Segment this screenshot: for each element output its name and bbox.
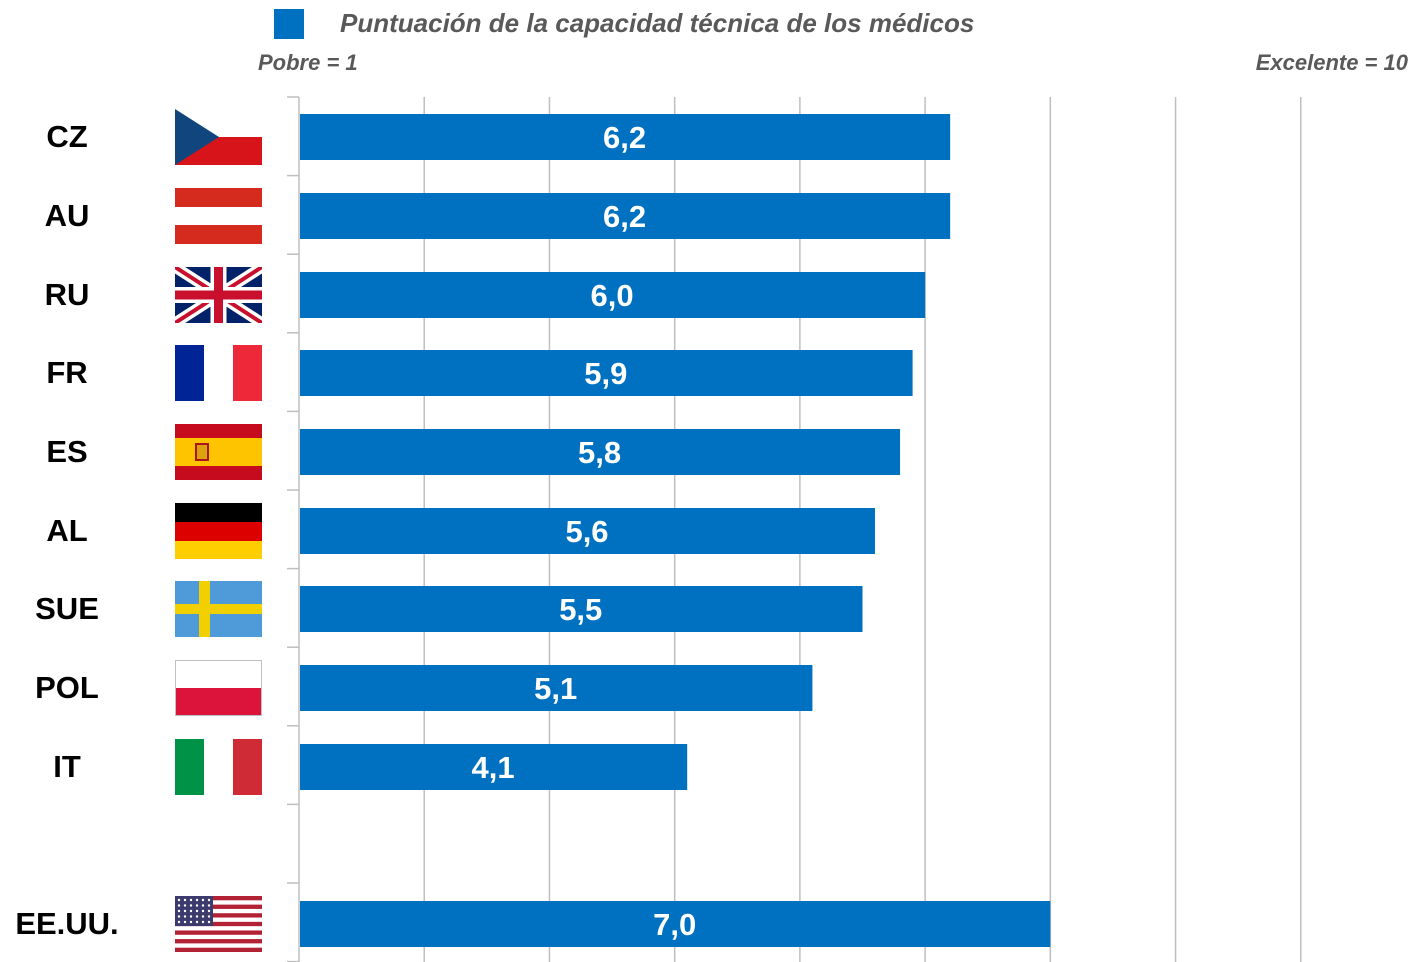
- bar: [300, 586, 863, 632]
- bar-value-label: 6,2: [603, 120, 646, 155]
- bar-value-label: 5,9: [584, 356, 627, 391]
- country-label: EE.UU.: [15, 906, 119, 941]
- country-label: SUE: [35, 591, 99, 626]
- bar-value-label: 7,0: [653, 907, 696, 942]
- bar: [300, 901, 1051, 947]
- bar-value-label: 5,5: [559, 592, 602, 627]
- bar: [300, 429, 901, 475]
- country-label: AL: [46, 513, 88, 548]
- country-label: POL: [35, 670, 99, 705]
- country-label: AU: [44, 198, 90, 233]
- bar-value-label: 6,2: [603, 199, 646, 234]
- bar: [300, 193, 951, 239]
- bar: [300, 744, 688, 790]
- france-flag: [175, 345, 262, 401]
- bar-value-label: 4,1: [472, 750, 515, 785]
- bar: [300, 350, 913, 396]
- legend-swatch: [274, 9, 304, 39]
- bar: [300, 508, 876, 554]
- austria-flag: [175, 188, 262, 244]
- czech-republic-flag: [175, 109, 262, 165]
- bar-value-label: 6,0: [591, 278, 634, 313]
- bars: [300, 114, 1051, 947]
- poland-flag: [175, 660, 262, 716]
- scale-min-label: Pobre = 1: [258, 50, 358, 75]
- country-label: IT: [53, 749, 81, 784]
- country-label: ES: [46, 434, 88, 469]
- bar: [300, 114, 951, 160]
- scale-max-label: Excelente = 10: [1255, 50, 1408, 75]
- category-axis: [287, 96, 300, 962]
- bar: [300, 665, 813, 711]
- germany-flag: [175, 503, 262, 559]
- sweden-flag: [175, 581, 262, 637]
- bar-value-label: 5,1: [534, 671, 577, 706]
- united-kingdom-flag: [175, 267, 262, 323]
- country-label: RU: [44, 277, 90, 312]
- italy-flag: [175, 739, 262, 795]
- bar-value-labels: 6,2 6,2 6,0 5,9 5,8 5,6 5,5 5,1 4,1 7,0: [472, 120, 697, 942]
- bar: [300, 272, 926, 318]
- bar-value-label: 5,6: [565, 514, 608, 549]
- legend-label: Puntuación de la capacidad técnica de lo…: [340, 8, 975, 38]
- country-label: FR: [46, 355, 88, 390]
- united-states-flag: [175, 896, 262, 952]
- bar-value-label: 5,8: [578, 435, 621, 470]
- spain-flag: [175, 424, 262, 480]
- country-label: CZ: [46, 119, 88, 154]
